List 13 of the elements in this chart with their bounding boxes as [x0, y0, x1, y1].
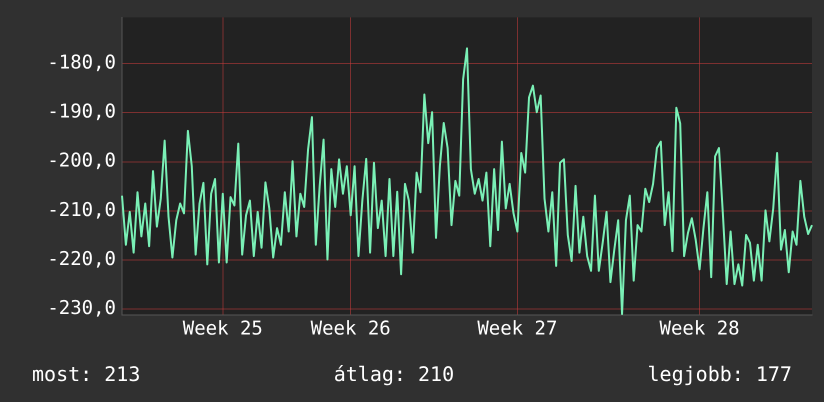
y-tick-label: -220,0	[47, 248, 116, 270]
y-tick-label: -180,0	[47, 52, 116, 74]
y-tick-label: -190,0	[47, 100, 116, 123]
text: átlag: 210	[334, 362, 454, 386]
x-tick-label: Week 28	[660, 317, 740, 340]
x-tick-label: Week 25	[182, 317, 263, 340]
y-tick-label: -200,0	[47, 150, 116, 172]
y-tick-label: -210,0	[47, 198, 116, 221]
text: most: 213	[32, 362, 140, 386]
text: legjobb: 177	[647, 362, 792, 386]
x-tick-label: Week 27	[477, 317, 558, 340]
y-tick-label: -230,0	[47, 297, 116, 320]
x-tick-label: Week 26	[310, 317, 391, 340]
